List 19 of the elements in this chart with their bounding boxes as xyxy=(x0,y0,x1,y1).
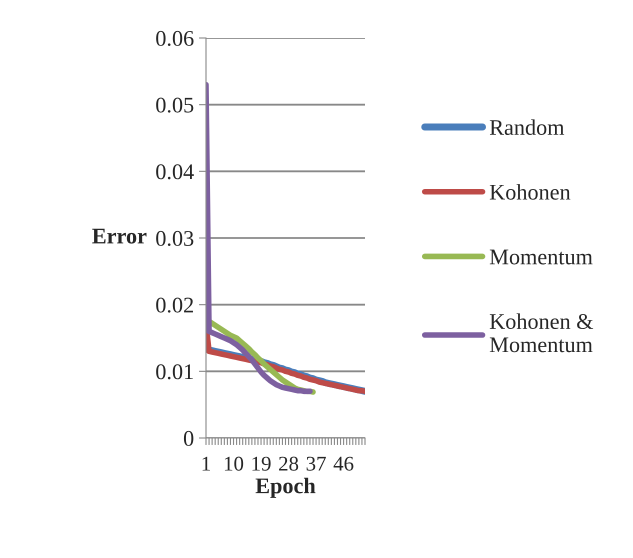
y-tick-label: 0.03 xyxy=(156,230,194,246)
y-tick-label: 0 xyxy=(184,430,194,446)
x-tick-label: 19 xyxy=(252,456,271,471)
y-tick-label: 0.04 xyxy=(156,164,194,180)
x-axis-title: Epoch xyxy=(256,478,316,498)
x-tick-label: 10 xyxy=(224,456,244,471)
legend-label: Random xyxy=(490,119,564,135)
x-tick-label: 46 xyxy=(334,456,354,471)
x-tick-label: 28 xyxy=(279,456,298,471)
legend-label: Kohonen & Momentum xyxy=(490,313,594,352)
y-tick-label: 0.06 xyxy=(156,30,194,46)
y-axis-title: Error xyxy=(92,228,146,244)
x-tick-label: 1 xyxy=(202,456,210,471)
y-tick-label: 0.01 xyxy=(156,364,193,380)
legend-label: Momentum xyxy=(490,250,593,264)
y-tick-label: 0.02 xyxy=(156,298,193,313)
x-tick-label: 37 xyxy=(306,456,326,471)
y-tick-label: 0.05 xyxy=(156,98,194,113)
legend-label: Kohonen xyxy=(490,184,570,200)
